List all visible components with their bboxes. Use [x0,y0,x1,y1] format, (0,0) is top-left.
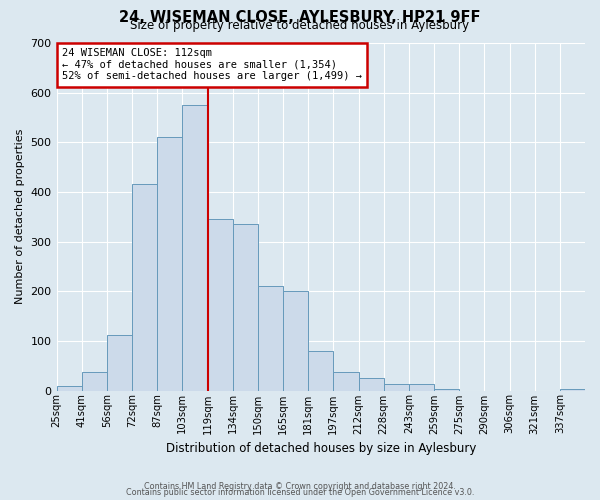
Text: Size of property relative to detached houses in Aylesbury: Size of property relative to detached ho… [130,19,470,32]
Bar [82,372,107,390]
Text: 24, WISEMAN CLOSE, AYLESBURY, HP21 9FF: 24, WISEMAN CLOSE, AYLESBURY, HP21 9FF [119,10,481,25]
Bar [157,138,182,390]
Bar [359,378,383,390]
Bar [560,389,585,390]
Text: 24 WISEMAN CLOSE: 112sqm
← 47% of detached houses are smaller (1,354)
52% of sem: 24 WISEMAN CLOSE: 112sqm ← 47% of detach… [62,48,362,82]
Y-axis label: Number of detached properties: Number of detached properties [15,129,25,304]
Bar [132,184,157,390]
Bar [308,351,334,391]
Bar [208,219,233,390]
Bar [107,335,132,390]
Bar [334,372,359,390]
Bar [258,286,283,391]
Text: Contains public sector information licensed under the Open Government Licence v3: Contains public sector information licen… [126,488,474,497]
Bar [56,386,82,390]
Bar [182,105,208,391]
Bar [233,224,258,390]
Bar [409,384,434,390]
Text: Contains HM Land Registry data © Crown copyright and database right 2024.: Contains HM Land Registry data © Crown c… [144,482,456,491]
X-axis label: Distribution of detached houses by size in Aylesbury: Distribution of detached houses by size … [166,442,476,455]
Bar [283,291,308,390]
Bar [434,389,459,390]
Bar [383,384,409,390]
